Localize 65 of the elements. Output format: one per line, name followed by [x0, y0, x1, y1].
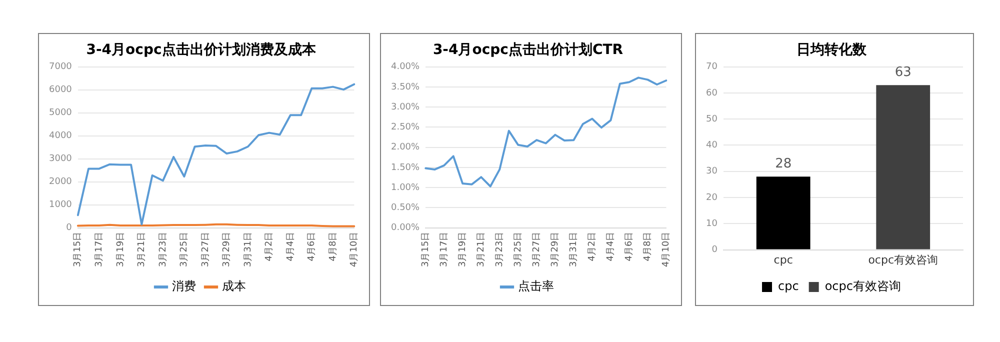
- y-tick-label: 40: [706, 140, 718, 151]
- x-tick-label: 3月29日: [222, 232, 232, 268]
- y-tick-label: 4.00%: [390, 62, 420, 72]
- x-tick-label: 3月29日: [550, 232, 560, 268]
- y-tick-label: 60: [706, 88, 718, 98]
- x-tick-label: 3月27日: [200, 232, 211, 268]
- x-tick-label: 3月25日: [513, 232, 524, 268]
- y-tick-label: 2000: [49, 177, 72, 188]
- x-tick-label: 3月31日: [569, 232, 579, 268]
- x-tick-label: 4月2日: [264, 232, 275, 262]
- y-tick-label: 0: [712, 245, 718, 256]
- y-tick-label: 10: [706, 219, 718, 229]
- legend-label: cpc: [778, 279, 799, 294]
- y-tick-label: 50: [706, 114, 718, 124]
- x-tick-label: 4月2日: [588, 232, 598, 262]
- y-tick-label: 3.50%: [390, 82, 420, 92]
- y-tick-label: 1.50%: [390, 162, 420, 173]
- x-tick-label: 4月6日: [624, 232, 635, 262]
- x-tick-label: 4月6日: [307, 232, 318, 262]
- data-label: 28: [775, 156, 792, 172]
- x-tick-label: cpc: [774, 253, 793, 266]
- chart-title: 3-4月ocpc点击出价计划消费及成本: [86, 42, 317, 58]
- x-tick-label: 4月10日: [662, 232, 672, 268]
- x-tick-label: 3月23日: [158, 232, 168, 268]
- y-tick-label: 0: [66, 223, 72, 234]
- legend-label: ocpc有效咨询: [824, 279, 901, 294]
- x-tick-label: 4月10日: [350, 232, 360, 268]
- x-tick-label: 3月21日: [137, 232, 148, 268]
- x-tick-label: ocpc有效咨询: [868, 253, 938, 266]
- y-tick-label: 70: [706, 62, 718, 72]
- x-tick-label: 4月8日: [328, 232, 338, 262]
- legend-label: 成本: [222, 279, 246, 294]
- y-tick-label: 0.50%: [390, 203, 420, 214]
- x-tick-label: 4月4日: [286, 232, 296, 262]
- y-tick-label: 0.00%: [390, 223, 420, 234]
- y-tick-label: 30: [706, 166, 718, 177]
- data-label: 63: [894, 64, 912, 80]
- y-tick-label: 6000: [49, 85, 72, 96]
- y-tick-label: 2.50%: [390, 122, 420, 133]
- x-tick-label: 3月21日: [476, 232, 486, 268]
- x-tick-label: 3月27日: [532, 232, 542, 268]
- x-tick-label: 3月23日: [494, 232, 505, 268]
- y-tick-label: 7000: [49, 62, 72, 72]
- x-tick-label: 4月8日: [643, 232, 654, 262]
- y-tick-label: 3.00%: [390, 102, 420, 112]
- x-tick-label: 3月19日: [458, 232, 468, 268]
- x-tick-label: 3月17日: [439, 232, 450, 268]
- x-tick-label: 3月31日: [243, 232, 254, 268]
- y-tick-label: 5000: [49, 108, 72, 118]
- x-tick-label: 3月15日: [73, 232, 84, 268]
- x-tick-label: 3月15日: [420, 232, 431, 268]
- legend-label: 消费: [172, 279, 196, 294]
- x-tick-label: 4月4日: [606, 232, 616, 262]
- x-tick-label: 3月25日: [180, 232, 190, 268]
- y-tick-label: 3000: [49, 154, 72, 164]
- x-tick-label: 3月17日: [94, 232, 104, 268]
- y-tick-label: 4000: [49, 131, 72, 142]
- y-tick-label: 2.00%: [390, 142, 420, 153]
- chart-title: 日均转化数: [796, 42, 868, 58]
- y-tick-label: 1.00%: [390, 182, 420, 193]
- x-tick-label: 3月19日: [116, 232, 126, 268]
- legend-label: 点击率: [518, 279, 554, 294]
- y-tick-label: 1000: [49, 200, 72, 210]
- chart-title: 3-4月ocpc点击出价计划CTR: [432, 42, 624, 58]
- y-tick-label: 20: [706, 192, 718, 203]
